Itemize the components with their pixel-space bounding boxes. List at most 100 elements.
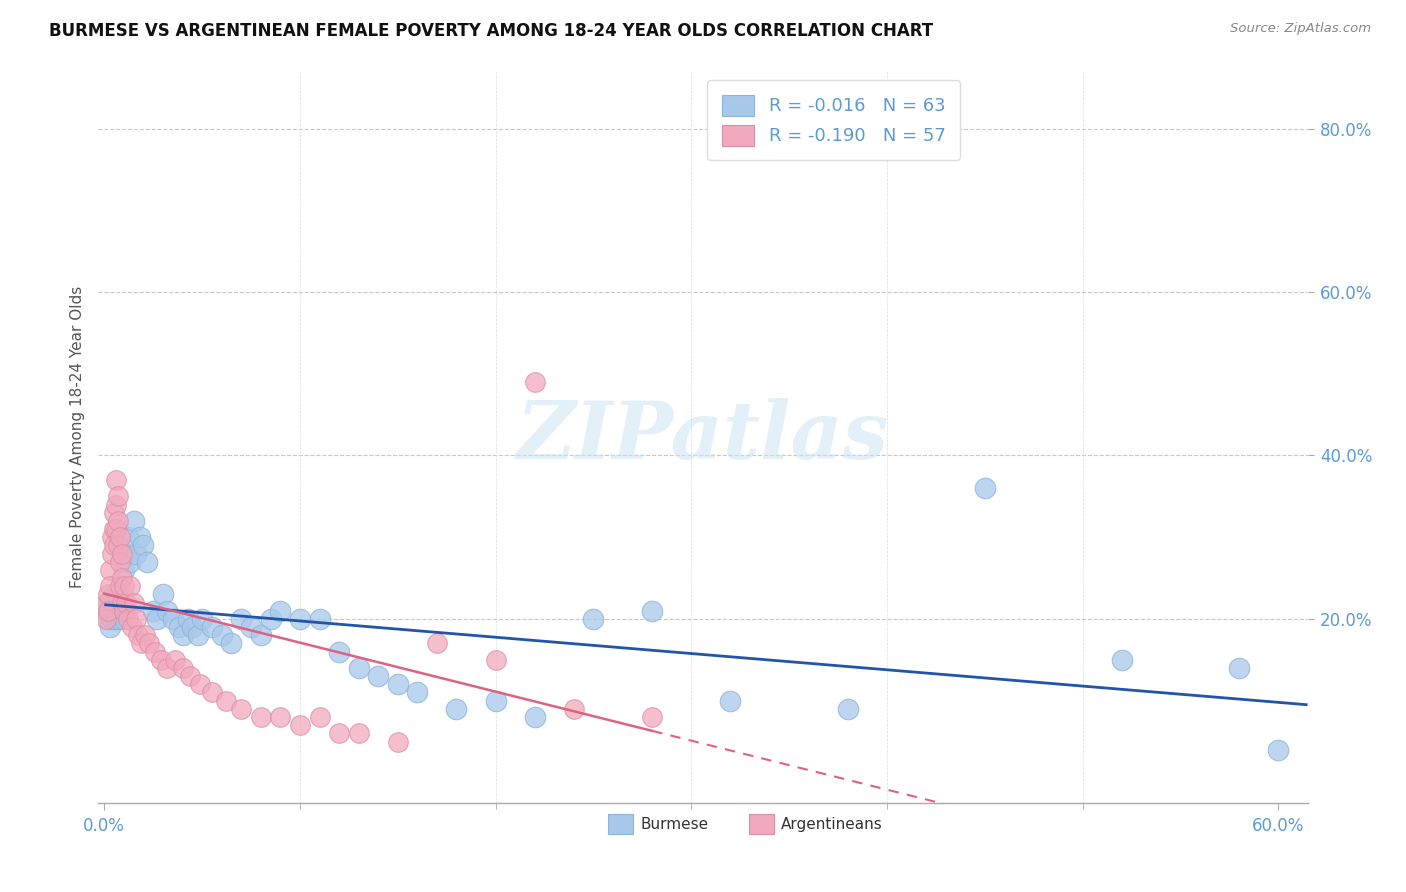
Point [98,620,121,634]
Point [146,612,169,626]
Point [181,620,204,634]
Point [124,612,146,626]
Point [582,612,605,626]
Point [114,547,136,561]
Point [132,538,155,552]
Point [1227,661,1250,675]
Point [111,596,134,610]
Point [107,514,129,528]
Point [105,612,128,626]
Point [426,636,449,650]
Point [98,604,121,618]
Point [641,710,664,724]
Point [97,587,120,601]
Point [523,375,546,389]
Point [96,612,118,626]
Point [107,489,129,503]
Point [121,620,143,634]
Point [131,636,153,650]
Point [484,693,506,707]
Point [103,538,125,552]
Point [328,726,350,740]
Point [718,693,741,707]
Point [143,645,166,659]
Point [347,661,370,675]
Point [122,514,145,528]
Point [111,596,134,610]
Point [136,555,159,569]
Point [101,530,124,544]
Point [103,587,125,601]
Point [288,612,311,626]
Point [211,628,233,642]
Point [177,612,200,626]
Point [250,628,273,642]
Point [150,653,173,667]
Point [101,547,124,561]
Point [127,628,149,642]
Point [124,547,146,561]
Point [122,596,145,610]
Point [562,702,585,716]
Point [96,596,118,610]
Point [406,685,429,699]
Point [111,604,134,618]
Point [231,702,253,716]
Text: Source: ZipAtlas.com: Source: ZipAtlas.com [1230,22,1371,36]
Point [105,498,128,512]
Point [484,653,506,667]
Point [112,579,135,593]
Point [98,579,121,593]
Point [387,677,409,691]
Point [214,693,236,707]
Point [221,636,243,650]
Point [103,604,125,618]
Point [367,669,389,683]
Point [118,579,141,593]
Point [108,555,131,569]
Point [172,661,194,675]
Text: ZIPatlas: ZIPatlas [517,399,889,475]
Point [112,612,135,626]
Point [162,612,184,626]
Point [156,661,179,675]
Point [231,612,253,626]
Point [117,530,139,544]
Text: Argentineans: Argentineans [782,817,883,831]
Point [118,555,141,569]
Point [105,522,128,536]
Point [107,538,129,552]
Point [328,645,350,659]
Point [201,685,224,699]
Legend: R = -0.016   N = 63, R = -0.190   N = 57: R = -0.016 N = 63, R = -0.190 N = 57 [707,80,960,160]
Point [107,604,129,618]
Point [1267,742,1289,756]
Point [167,620,190,634]
Point [240,620,263,634]
Point [201,620,224,634]
Text: BURMESE VS ARGENTINEAN FEMALE POVERTY AMONG 18-24 YEAR OLDS CORRELATION CHART: BURMESE VS ARGENTINEAN FEMALE POVERTY AM… [49,22,934,40]
Point [138,636,160,650]
Point [112,604,135,618]
Point [103,506,125,520]
Point [105,473,128,487]
Text: Burmese: Burmese [641,817,709,831]
Point [250,710,273,724]
Point [101,612,124,626]
Point [108,612,131,626]
Point [107,587,129,601]
Point [156,604,179,618]
Point [347,726,370,740]
Point [387,734,409,748]
Point [837,702,859,716]
Point [108,579,131,593]
Point [112,563,135,577]
Point [641,604,664,618]
Point [96,604,118,618]
Point [117,612,139,626]
Point [103,522,125,536]
Point [1111,653,1133,667]
Point [179,669,201,683]
Point [134,628,156,642]
Point [188,677,211,691]
